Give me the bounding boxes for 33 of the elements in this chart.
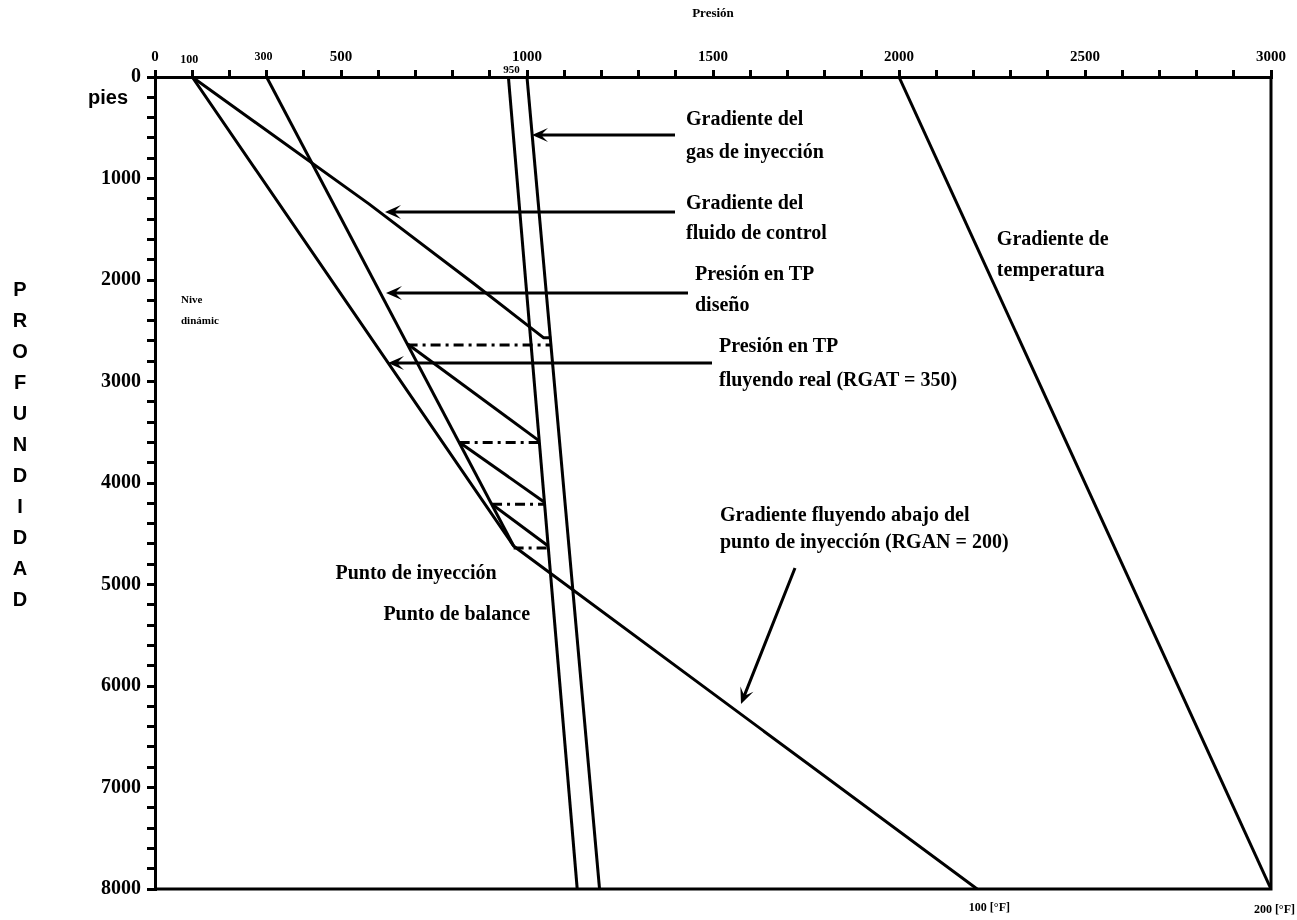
x-tick-label: 2500 bbox=[1070, 47, 1100, 64]
x-tick-label: 3000 bbox=[1256, 47, 1286, 64]
y-tick-label: 6000 bbox=[101, 673, 141, 696]
x-tick-label: 0 bbox=[151, 47, 159, 64]
annotation: Gradiente del fluido de control bbox=[686, 191, 828, 244]
annotation: Gradiente del gas de inyección bbox=[686, 107, 824, 164]
annotation: 950 bbox=[503, 62, 521, 75]
x-tick-label: 500 bbox=[329, 47, 353, 64]
y-tick-label: 7000 bbox=[101, 774, 141, 797]
y-tick-label: 8000 bbox=[101, 876, 141, 899]
y-tick-label: 5000 bbox=[101, 571, 141, 594]
annotation: 300 bbox=[254, 49, 273, 64]
annotation: Presión en TP diseño bbox=[695, 262, 815, 316]
y-tick-label: 4000 bbox=[101, 470, 141, 493]
text: pies bbox=[87, 85, 129, 108]
annotation: Gradiente de temperatura bbox=[996, 226, 1109, 281]
y-tick-label: 0 bbox=[131, 64, 141, 87]
x-tick-label: 1500 bbox=[698, 47, 728, 64]
annotation: Presión en TP fluyendo real (RGAT = 350) bbox=[719, 334, 958, 392]
y-tick-label: 2000 bbox=[101, 267, 141, 290]
x-tick-label: 1000 bbox=[512, 47, 542, 64]
annotation: Gradiente fluyendo abajo del punto de inyección (RGAN = 200) bbox=[720, 503, 1009, 554]
y-tick-label: 3000 bbox=[101, 368, 141, 391]
annotation: 100 [°F] bbox=[968, 900, 1010, 915]
annotation: 100 bbox=[180, 52, 199, 67]
x-tick-label: 2000 bbox=[884, 47, 914, 64]
annotation: Nive dinámic bbox=[181, 292, 220, 326]
annotation: Punto de balance bbox=[383, 601, 531, 624]
y-tick-label: 1000 bbox=[101, 165, 141, 188]
x-axis-title: Presión bbox=[692, 5, 735, 21]
text: PROFUNDIDAD bbox=[12, 277, 28, 610]
annotation: Punto de inyección bbox=[335, 561, 497, 585]
annotation: 200 [°F] bbox=[1253, 902, 1295, 917]
